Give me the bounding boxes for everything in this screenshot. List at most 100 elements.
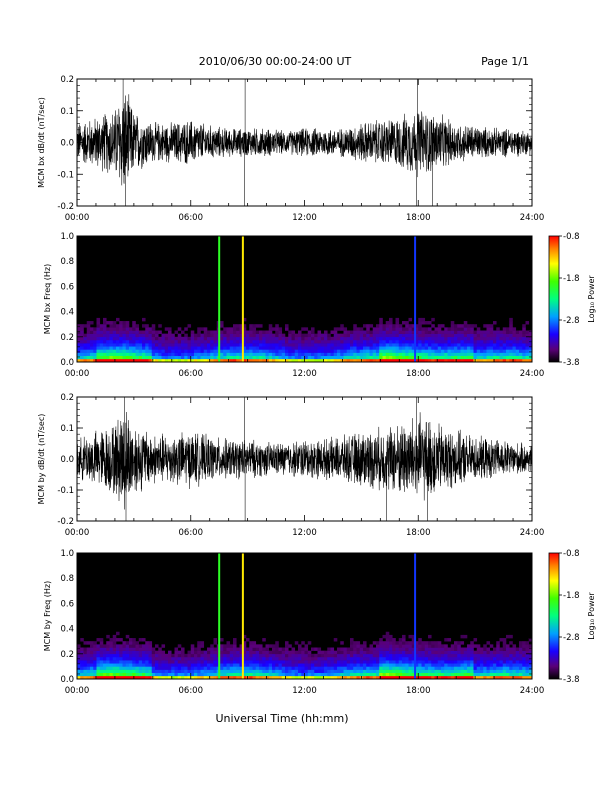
spectrogram-cell (486, 666, 491, 670)
spectrogram-cell (528, 638, 533, 642)
spectrogram-cell (470, 343, 474, 347)
spectrogram-cell (340, 352, 344, 356)
spectrogram-cell (398, 663, 403, 667)
spectrogram-cell (116, 343, 120, 347)
spectrogram-cell (486, 653, 491, 658)
spectrogram-cell (483, 663, 487, 667)
spectrogram-cell (353, 669, 357, 673)
spectrogram-cell (346, 352, 351, 356)
spectrogram-cell (168, 675, 172, 680)
spectrogram-cell (366, 352, 370, 356)
spectrogram-cell (330, 669, 335, 673)
spectrogram-cell (525, 644, 530, 648)
spectrogram-cell (395, 672, 400, 677)
spectrogram-cell (483, 355, 487, 360)
spectrogram-cell (223, 355, 227, 360)
spectrogram-cell (132, 641, 136, 645)
spectrogram-cell (350, 641, 354, 645)
spectrogram-cell (350, 644, 354, 648)
spectrogram-cell (233, 650, 237, 655)
spectrogram-cell (83, 352, 88, 356)
spectrogram-cell (151, 647, 156, 651)
spectrogram-cell (291, 656, 296, 661)
spectrogram-cell (528, 330, 533, 334)
spectrogram-cell (223, 660, 227, 664)
spectrogram-cell (467, 647, 471, 651)
spectrogram-cell (275, 656, 279, 661)
spectrogram-cell (398, 641, 403, 645)
spectrogram-cell (148, 352, 153, 356)
y-tick-label: 0.2 (60, 75, 74, 85)
spectrogram-cell (428, 634, 432, 639)
spectrogram-cell (112, 339, 117, 344)
spectrogram-cell (96, 663, 101, 667)
spectrogram-cell (369, 346, 374, 350)
spectrogram-cell (77, 653, 81, 658)
spectrogram-cell (493, 358, 497, 363)
spectrogram-cell (457, 644, 461, 648)
spectrogram-cell (285, 358, 289, 363)
spectrogram-cell (379, 346, 383, 350)
spectrogram-cell (437, 672, 442, 677)
spectrogram-cell (207, 666, 211, 670)
spectrogram-cell (398, 650, 403, 655)
spectrogram-cell (77, 666, 81, 670)
spectrogram-cell (275, 358, 279, 363)
signal-trace (76, 79, 533, 206)
spectrogram-cell (327, 669, 331, 673)
spectrogram-cell (83, 358, 88, 363)
spectrogram-cell (372, 650, 377, 655)
spectrogram-cell (259, 358, 263, 363)
spectrogram-cell (441, 343, 445, 347)
spectrogram-cell (236, 339, 240, 344)
spectrogram-cell (142, 672, 146, 677)
spectrogram-cell (356, 641, 361, 645)
spectrogram-cell (454, 672, 458, 677)
spectrogram-cell (272, 346, 276, 350)
spectrogram-cell (155, 675, 159, 680)
spectrogram-cell (112, 641, 117, 645)
spectrogram-cell (294, 358, 299, 363)
spectrogram-cell (421, 352, 426, 356)
spectrogram-cell (473, 666, 478, 670)
x-tick-label: 06:00 (179, 528, 204, 538)
spectrogram-cell (291, 339, 296, 344)
spectrogram-cell (265, 358, 270, 363)
spectrogram-cell (470, 336, 474, 341)
spectrogram-cell (515, 650, 520, 655)
spectrogram-cell (187, 669, 192, 673)
spectrogram-cell (457, 355, 461, 360)
spectrogram-cell (486, 327, 491, 331)
spectrogram-cell (515, 358, 520, 363)
spectrogram-cell (268, 330, 273, 334)
spectrogram-cell (389, 675, 393, 680)
spectrogram-cell (350, 666, 354, 670)
spectrogram-cell (392, 349, 396, 353)
spectrogram-cell (294, 349, 299, 353)
spectrogram-cell (132, 327, 136, 331)
spectrogram-cell (418, 358, 422, 363)
spectrogram-cell (207, 669, 211, 673)
spectrogram-cell (301, 641, 305, 645)
spectrogram-cell (96, 355, 101, 360)
spectrogram-cell (376, 660, 380, 664)
spectrogram-cell (405, 346, 409, 350)
spectrogram-cell (408, 317, 413, 322)
spectrogram-cell (411, 653, 416, 658)
spectrogram-cell (109, 358, 114, 363)
spectrogram-cell (171, 669, 175, 673)
spectrogram-cell (434, 650, 439, 655)
spectrogram-cell (145, 675, 149, 680)
spectrogram-cell (385, 330, 390, 334)
spectrogram-cell (252, 355, 257, 360)
spectrogram-cell (255, 666, 260, 670)
spectrogram-cell (515, 669, 520, 673)
spectral-line (241, 553, 244, 679)
spectrogram-cell (470, 675, 474, 680)
spectrogram-cell (333, 355, 338, 360)
spectrogram-cell (298, 650, 302, 655)
spectrogram-cell (311, 660, 315, 664)
spectrogram-cell (372, 339, 377, 344)
spectrogram-cell (356, 352, 361, 356)
spectrogram-cell (229, 358, 234, 363)
